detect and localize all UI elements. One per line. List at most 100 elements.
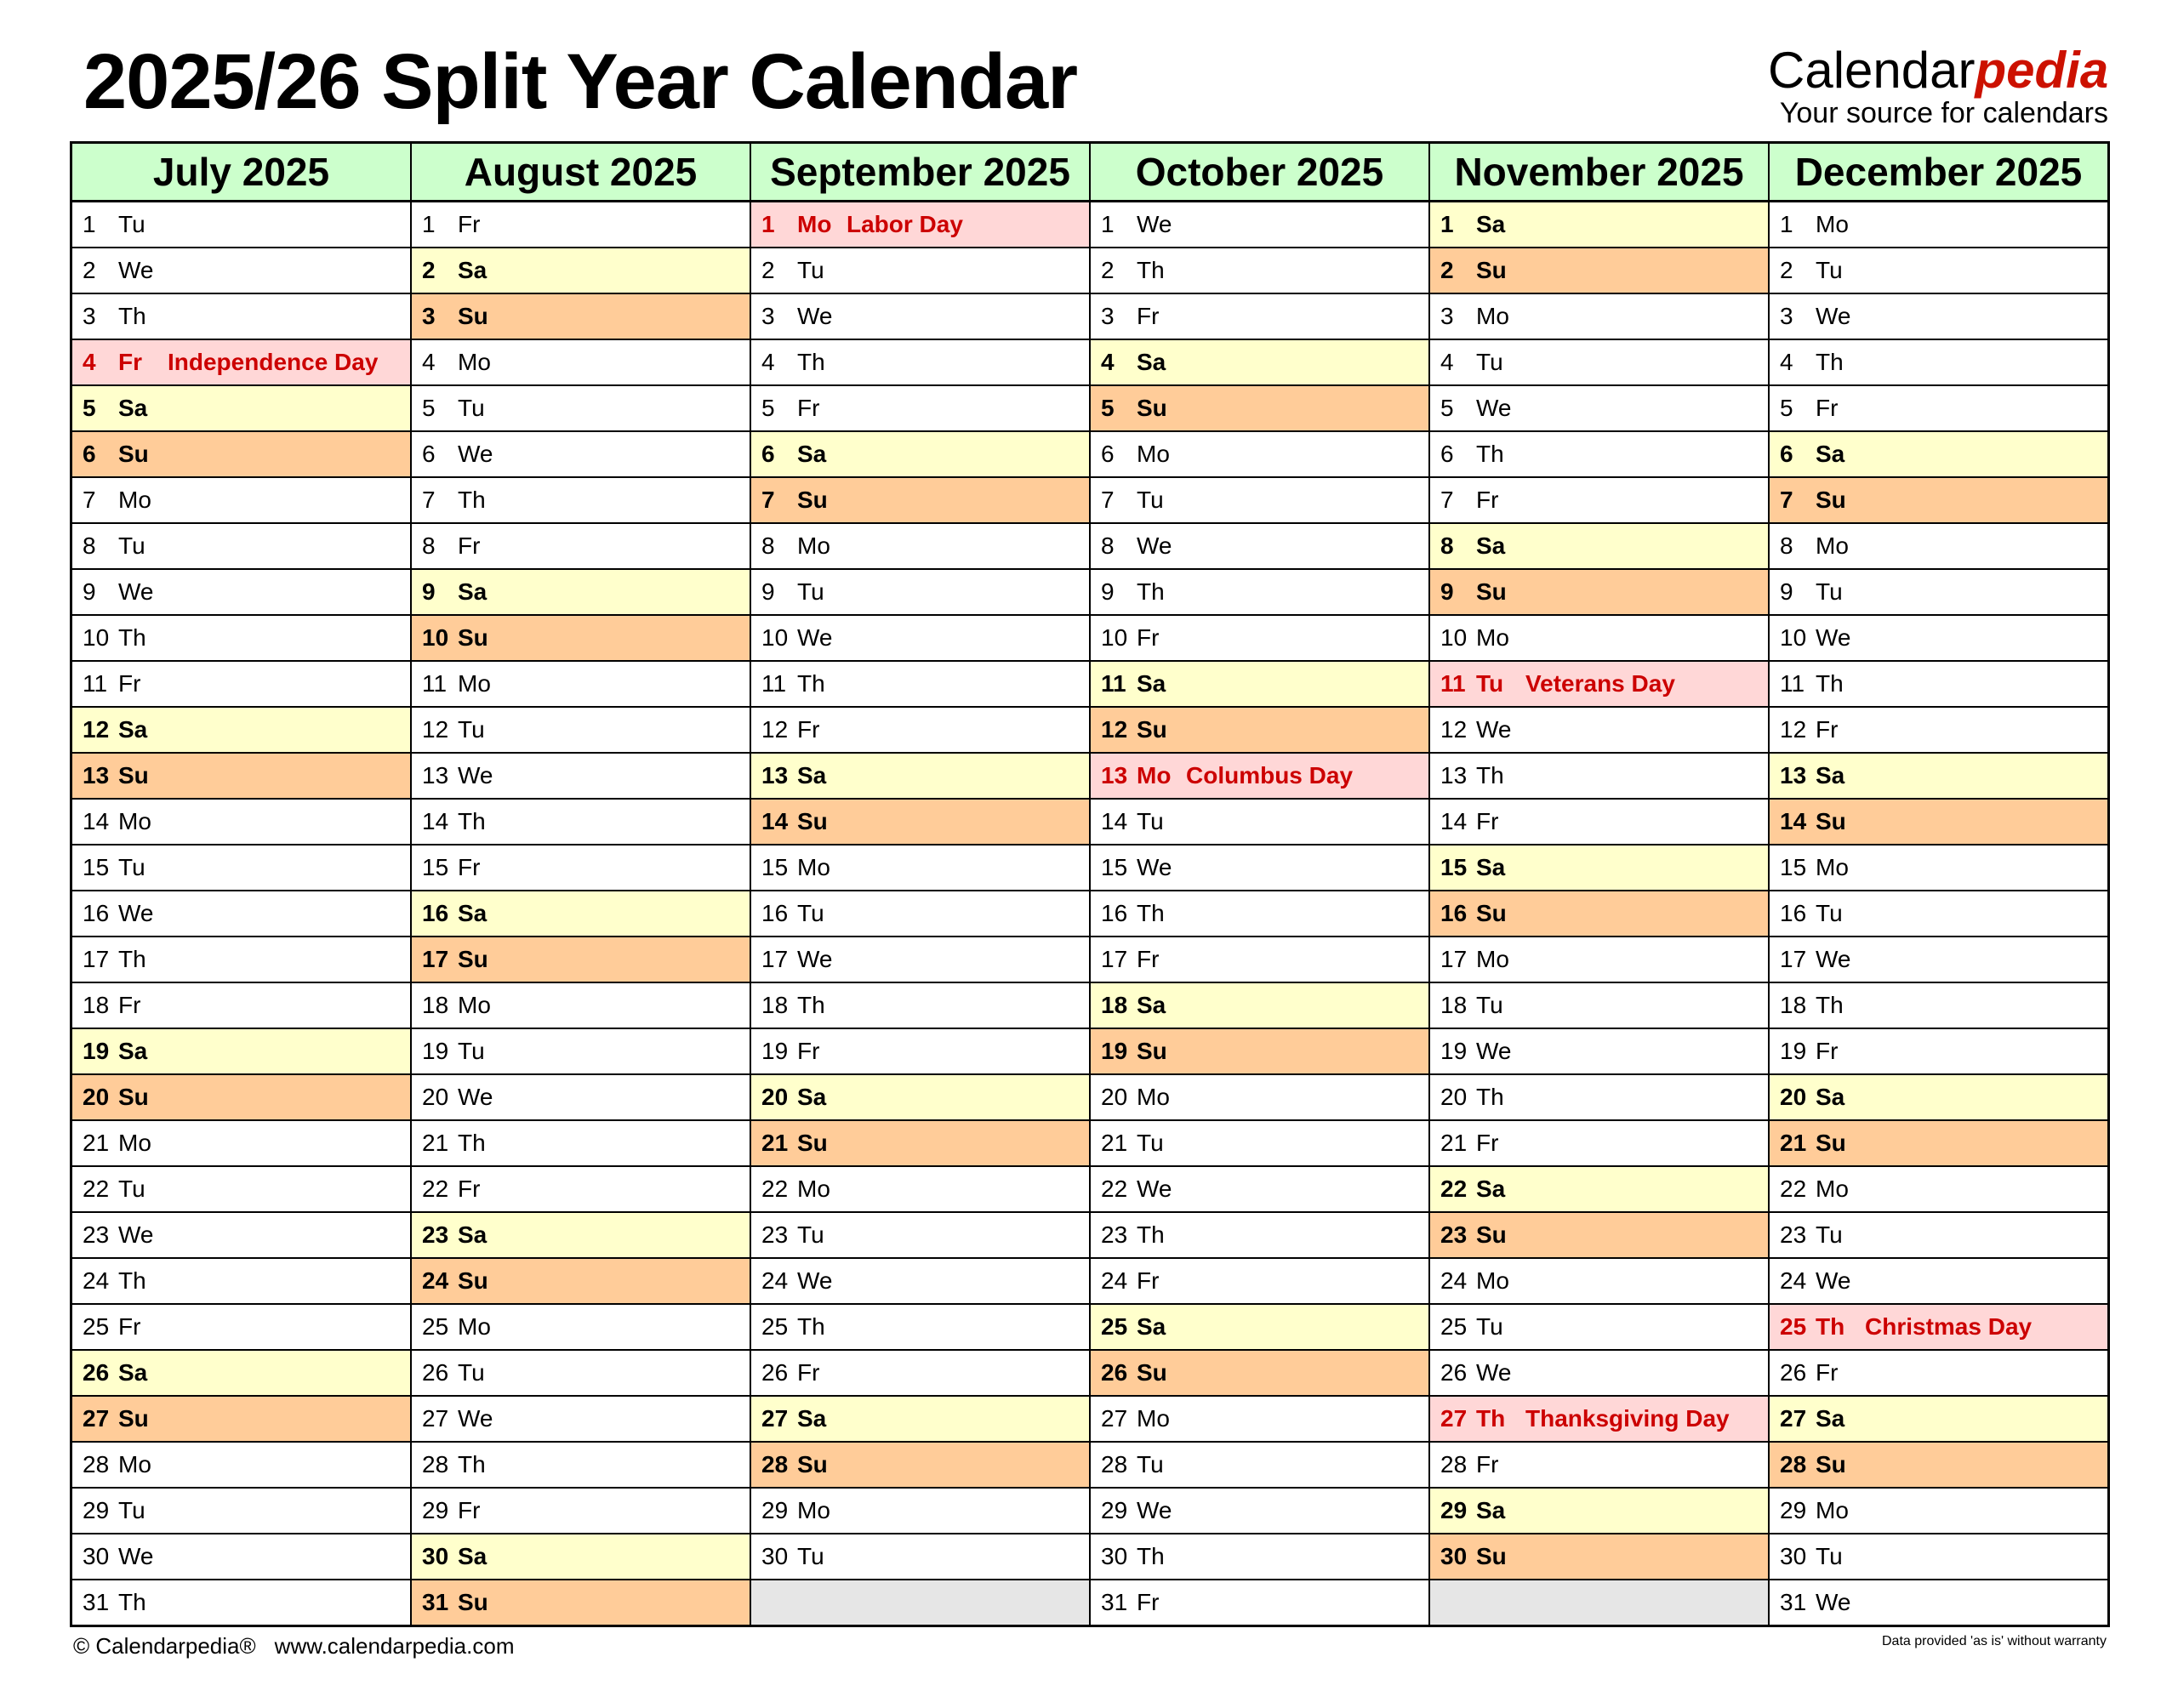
- day-number: 10: [761, 624, 789, 651]
- day-cell: 19 Fr: [751, 1029, 1089, 1075]
- day-cell: 30 We: [72, 1534, 410, 1580]
- day-cell: 7 Su: [751, 478, 1089, 524]
- weekday: Th: [1137, 578, 1165, 605]
- weekday: Sa: [1476, 211, 1506, 237]
- day-number: 19: [83, 1038, 110, 1064]
- day-number: 21: [761, 1130, 789, 1156]
- page-title: 2025/26 Split Year Calendar: [83, 38, 1078, 125]
- day-cell: 12 Tu: [412, 708, 750, 754]
- day-number: 6: [1101, 441, 1115, 467]
- day-cell: 18 Fr: [72, 983, 410, 1029]
- day-number: 30: [1780, 1543, 1807, 1569]
- day-number: 8: [422, 532, 436, 559]
- day-number: 13: [83, 762, 110, 789]
- weekday: Fr: [1816, 1359, 1839, 1386]
- day-number: 14: [422, 808, 449, 834]
- website-link[interactable]: www.calendarpedia.com: [274, 1633, 515, 1659]
- day-number: 13: [1101, 762, 1128, 789]
- weekday: Mo: [1137, 441, 1170, 467]
- day-cell: 15 Mo: [751, 845, 1089, 891]
- weekday: Th: [1476, 441, 1504, 467]
- day-cell: 8 Tu: [72, 524, 410, 570]
- day-cell: 10 Mo: [1430, 616, 1768, 662]
- weekday: Mo: [1476, 946, 1509, 972]
- day-number: 8: [1440, 532, 1454, 559]
- day-cell: 17 We: [1770, 937, 2107, 983]
- day-cell: 18 Th: [1770, 983, 2107, 1029]
- day-cell: 29 Fr: [412, 1489, 750, 1534]
- day-number: 18: [83, 992, 110, 1018]
- day-number: 27: [1780, 1405, 1807, 1432]
- day-cell: 10 We: [751, 616, 1089, 662]
- day-cell: 31 Su: [412, 1580, 750, 1625]
- disclaimer-text: Data provided 'as is' without warranty: [1881, 1634, 2107, 1648]
- weekday: Th: [1476, 1405, 1506, 1432]
- day-number: 7: [1440, 487, 1454, 513]
- weekday: We: [1816, 1267, 1851, 1294]
- day-number: 9: [1101, 578, 1115, 605]
- month-column: August 2025 1 Fr 2 Sa 3 Su 4 Mo 5 Tu 6 We 7 Th 8 Fr 9 Sa 10…: [412, 144, 751, 1625]
- day-number: 19: [761, 1038, 789, 1064]
- day-number: 1: [761, 211, 775, 237]
- holiday-cell: 25 Th Christmas Day: [1770, 1305, 2107, 1351]
- day-number: 25: [1101, 1313, 1128, 1340]
- day-cell: 28 Su: [751, 1443, 1089, 1489]
- day-cell: 22 Tu: [72, 1167, 410, 1213]
- day-number: 10: [1101, 624, 1128, 651]
- day-number: 14: [1440, 808, 1468, 834]
- day-cell: 26 Sa: [72, 1351, 410, 1397]
- day-cell: 26 Fr: [751, 1351, 1089, 1397]
- day-cell: 17 Mo: [1430, 937, 1768, 983]
- weekday: Su: [1137, 1359, 1167, 1386]
- day-number: 3: [1440, 303, 1454, 329]
- day-number: 20: [1780, 1084, 1807, 1110]
- day-number: 5: [1101, 395, 1115, 421]
- day-number: 7: [1101, 487, 1115, 513]
- day-cell: 21 Tu: [1091, 1121, 1428, 1167]
- day-number: 25: [761, 1313, 789, 1340]
- day-cell: 8 Mo: [751, 524, 1089, 570]
- weekday: Fr: [1476, 487, 1499, 513]
- weekday: Tu: [797, 578, 824, 605]
- day-cell: 19 Sa: [72, 1029, 410, 1075]
- day-number: 29: [1780, 1497, 1807, 1523]
- weekday: Th: [458, 808, 486, 834]
- day-number: 21: [1101, 1130, 1128, 1156]
- day-number: 7: [1780, 487, 1793, 513]
- day-cell: 18 Mo: [412, 983, 750, 1029]
- weekday: We: [458, 762, 493, 789]
- day-cell: 22 Mo: [751, 1167, 1089, 1213]
- weekday: Su: [1476, 900, 1507, 926]
- day-cell: 24 Fr: [1091, 1259, 1428, 1305]
- weekday: Sa: [458, 257, 487, 283]
- weekday: Tu: [1137, 808, 1164, 834]
- day-number: 3: [422, 303, 436, 329]
- day-cell: 8 Fr: [412, 524, 750, 570]
- day-number: 8: [1780, 532, 1793, 559]
- weekday: Fr: [1137, 624, 1160, 651]
- day-number: 29: [422, 1497, 449, 1523]
- weekday: Fr: [118, 992, 141, 1018]
- day-number: 11: [1780, 670, 1805, 697]
- weekday: We: [1816, 1589, 1851, 1615]
- day-cell: 28 Fr: [1430, 1443, 1768, 1489]
- day-cell: 27 Su: [72, 1397, 410, 1443]
- day-number: 22: [422, 1176, 449, 1202]
- day-cell: 26 Su: [1091, 1351, 1428, 1397]
- day-cell: 5 Sa: [72, 386, 410, 432]
- day-cell: 1 Fr: [412, 202, 750, 248]
- weekday: Mo: [1476, 624, 1509, 651]
- day-cell: 1 Mo: [1770, 202, 2107, 248]
- day-cell: 30 Su: [1430, 1534, 1768, 1580]
- day-cell: 22 Fr: [412, 1167, 750, 1213]
- weekday: We: [118, 1543, 154, 1569]
- day-number: 6: [422, 441, 436, 467]
- day-cell: 14 Mo: [72, 800, 410, 845]
- day-cell: 10 Fr: [1091, 616, 1428, 662]
- day-number: 24: [83, 1267, 110, 1294]
- day-cell: 9 Sa: [412, 570, 750, 616]
- day-cell: 18 Tu: [1430, 983, 1768, 1029]
- day-cell: 17 Fr: [1091, 937, 1428, 983]
- day-number: 17: [83, 946, 110, 972]
- month-column: July 2025 1 Tu 2 We 3 Th 4 Fr Independence Day 5 Sa…: [72, 144, 412, 1625]
